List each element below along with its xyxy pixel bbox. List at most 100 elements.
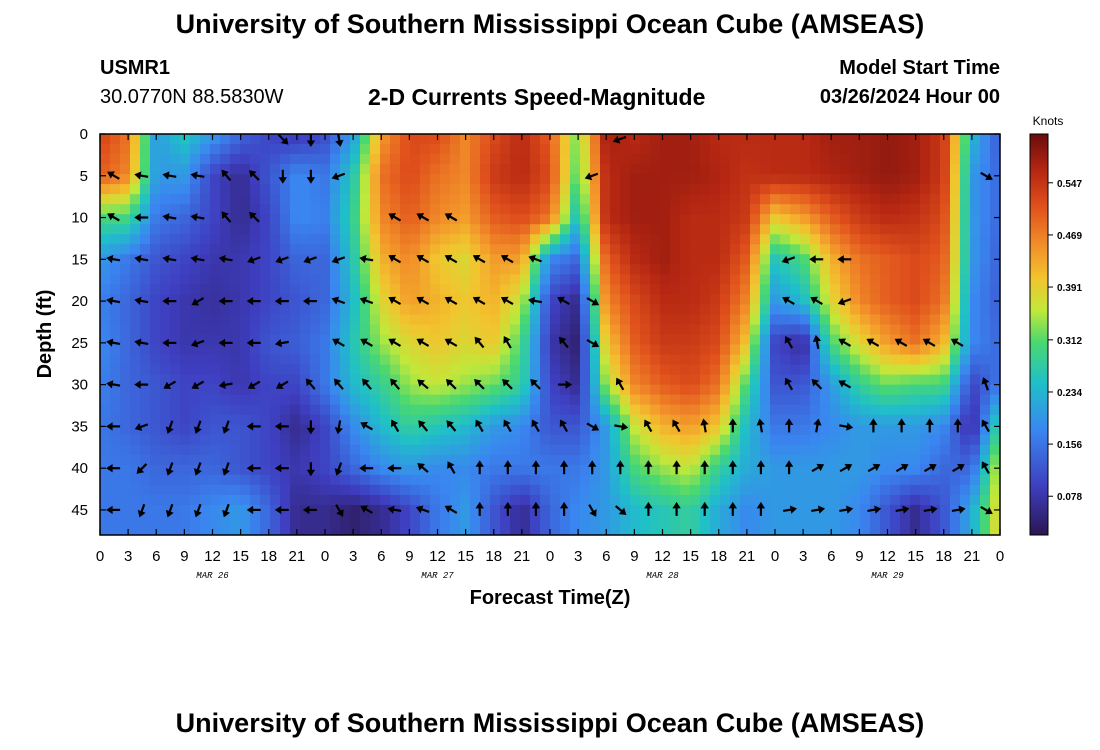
current-arrow	[134, 213, 149, 222]
heat-cell	[890, 294, 901, 306]
heat-cell	[310, 334, 321, 346]
heat-cell	[930, 284, 941, 296]
heat-cell	[870, 334, 881, 346]
heat-cell	[420, 154, 431, 165]
heat-cell	[960, 364, 971, 376]
heat-cell	[350, 404, 361, 416]
heat-cell	[800, 274, 811, 285]
heat-cell	[270, 154, 281, 165]
heat-cell	[750, 274, 761, 285]
heat-cell	[770, 234, 781, 245]
heat-cell	[820, 304, 831, 316]
heat-cell	[570, 244, 581, 255]
heat-cell	[800, 344, 811, 356]
heat-cell	[250, 194, 261, 205]
heat-cell	[940, 354, 951, 366]
heat-cell	[460, 404, 471, 416]
heat-cell	[960, 294, 971, 306]
heat-cell	[240, 524, 251, 535]
heat-cell	[590, 364, 601, 376]
heat-cell	[460, 464, 471, 476]
heat-cell	[320, 274, 331, 285]
heat-cell	[590, 164, 601, 175]
heat-cell	[720, 524, 731, 535]
heat-cell	[980, 454, 991, 466]
heat-cell	[830, 414, 841, 426]
heat-cell	[570, 204, 581, 215]
heat-cell	[430, 384, 441, 396]
heat-cell	[730, 164, 741, 175]
heat-cell	[530, 524, 541, 535]
heat-cell	[300, 304, 311, 316]
heat-cell	[350, 154, 361, 165]
heat-cell	[460, 454, 471, 466]
heat-cell	[730, 194, 741, 205]
heat-cell	[610, 264, 621, 275]
heat-cell	[430, 404, 441, 416]
current-arrow	[867, 463, 881, 473]
heat-cell	[880, 434, 891, 446]
heat-cell	[850, 424, 861, 436]
heat-cell	[480, 434, 491, 446]
heat-cell	[710, 504, 721, 516]
heat-cell	[400, 514, 411, 526]
heat-cell	[180, 404, 191, 416]
heat-cell	[260, 444, 271, 456]
heat-cell	[960, 484, 971, 496]
heat-cell	[810, 414, 821, 426]
heat-cell	[260, 354, 271, 366]
current-arrow	[784, 460, 794, 475]
heat-cell	[990, 344, 1000, 356]
heat-cell	[410, 294, 421, 306]
heat-cell	[950, 174, 961, 185]
heat-cell	[540, 304, 551, 316]
current-arrow	[612, 135, 627, 144]
heat-cell	[600, 384, 611, 396]
heat-cell	[790, 224, 801, 235]
heat-cell	[590, 464, 601, 476]
heat-cell	[530, 344, 541, 356]
heat-cell	[350, 214, 361, 225]
heat-cell	[740, 514, 751, 526]
current-arrow	[530, 378, 541, 390]
heat-cell	[160, 274, 171, 285]
heat-cell	[930, 464, 941, 476]
heat-cell	[830, 364, 841, 376]
heat-cell	[240, 384, 251, 396]
heat-cell	[120, 394, 131, 406]
heat-cell	[200, 384, 211, 396]
heat-cell	[500, 264, 511, 275]
heat-cell	[720, 384, 731, 396]
heat-cell	[500, 394, 511, 406]
heat-cell	[360, 404, 371, 416]
heat-cell	[160, 284, 171, 296]
heat-cell	[870, 224, 881, 235]
heat-cell	[960, 424, 971, 436]
current-arrow	[1010, 295, 1018, 309]
heat-cell	[580, 464, 591, 476]
heat-cell	[530, 364, 541, 376]
heat-cell	[920, 454, 931, 466]
heat-cell	[790, 304, 801, 316]
heat-cell	[130, 174, 141, 185]
heat-cell	[450, 454, 461, 466]
heat-cell	[260, 394, 271, 406]
heat-cell	[670, 314, 681, 326]
heat-cell	[420, 344, 431, 356]
heat-cell	[480, 524, 491, 535]
heat-cell	[120, 154, 131, 165]
heat-cell	[990, 424, 1000, 436]
current-arrow	[218, 296, 233, 306]
heat-cell	[140, 404, 151, 416]
heat-cell	[610, 324, 621, 336]
heat-cell	[790, 284, 801, 296]
heat-cell	[470, 234, 481, 245]
heat-cell	[520, 334, 531, 346]
heat-cell	[740, 484, 751, 496]
heat-cell	[870, 364, 881, 376]
heat-cell	[390, 354, 401, 366]
heat-cell	[590, 334, 601, 346]
heat-cell	[690, 344, 701, 356]
current-arrow	[728, 501, 737, 516]
heat-cell	[150, 304, 161, 316]
